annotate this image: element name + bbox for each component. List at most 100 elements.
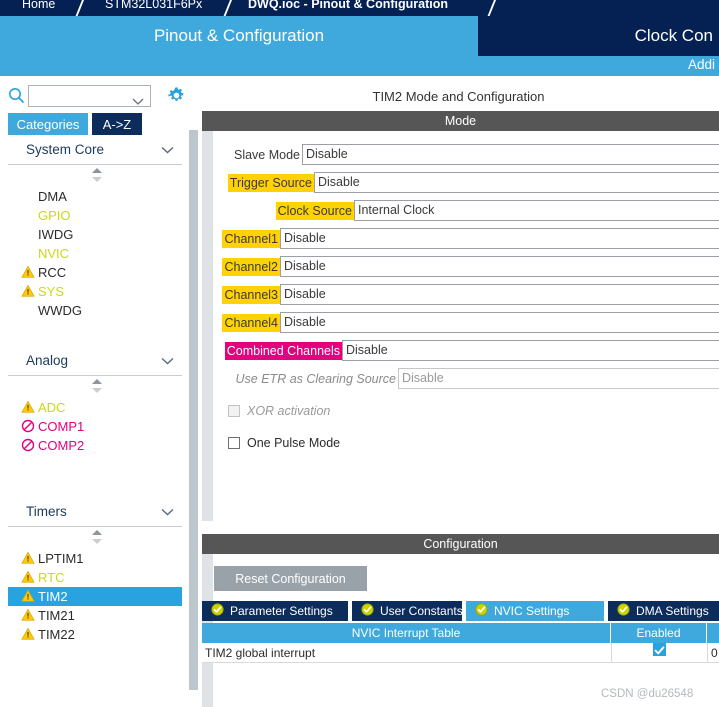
sidebar-item-wwdg[interactable]: WWDG (8, 301, 182, 320)
warning-icon (21, 551, 35, 565)
field-value-channel2[interactable]: Disable (280, 256, 719, 277)
field-value-slave-mode[interactable]: Disable (302, 144, 719, 165)
table-row[interactable]: TIM2 global interrupt (202, 643, 611, 663)
tab-additional-software[interactable]: Addi (687, 57, 715, 72)
field-value-combined-channels[interactable]: Disable (342, 340, 719, 361)
tab-categories[interactable]: Categories (8, 113, 88, 135)
sidebar-item-adc[interactable]: ADC (8, 398, 182, 417)
table-header-cell: Enabled (611, 623, 707, 643)
field-label-channel3: Channel3 (222, 286, 280, 304)
field-label-use-etr-as-clearing-source: Use ETR as Clearing Source (235, 372, 396, 386)
sidebar-item-tim21[interactable]: TIM21 (8, 606, 182, 625)
warning-icon (21, 627, 35, 641)
chevron-down-icon[interactable] (132, 92, 144, 112)
sidebar-item-label: ADC (38, 400, 66, 415)
breadcrumb-item-device[interactable]: STM32L031F6Px (105, 0, 203, 11)
field-label-slave-mode: Slave Mode (233, 148, 300, 162)
checkbox-row[interactable]: One Pulse Mode (228, 434, 340, 452)
table-cell-enabled[interactable] (611, 643, 707, 663)
sidebar-item-label: DMA (38, 189, 67, 204)
reset-configuration-button[interactable]: Reset Configuration (214, 566, 367, 591)
mode-and-configuration-panel: TIM2 Mode and Configuration Mode Slave M… (198, 86, 719, 707)
configuration-section-header: Configuration (202, 534, 719, 554)
sidebar-group-spacer (8, 455, 182, 497)
sidebar-item-label: LPTIM1 (38, 551, 84, 566)
breadcrumb-separator (486, 0, 500, 16)
checkbox-row: XOR activation (228, 402, 330, 420)
sidebar-group-spinner[interactable] (8, 165, 182, 187)
sidebar-item-tim22[interactable]: TIM22 (8, 625, 182, 644)
breadcrumb-item-home[interactable]: Home (22, 0, 56, 11)
sidebar-item-label: GPIO (38, 208, 71, 223)
checkbox-interrupt-enabled[interactable] (653, 643, 666, 656)
sidebar-item-tim2[interactable]: TIM2 (8, 587, 182, 606)
component-category-list[interactable]: System Core DMA GPIO IWDG NVIC RCC SYS WWDG Anal… (8, 135, 182, 705)
tab-nvic-settings[interactable]: NVIC Settings (466, 601, 604, 621)
breadcrumb-item-current: DWQ.ioc - Pinout & Configuration (248, 0, 448, 11)
form-row: Slave Mode Disable (198, 144, 719, 166)
sidebar-item-nvic[interactable]: NVIC (8, 244, 182, 263)
form-row: Channel1 Disable (198, 228, 719, 250)
sidebar-item-label: WWDG (38, 303, 83, 318)
sidebar-group-spinner[interactable] (8, 527, 182, 549)
warning-icon (21, 589, 35, 603)
chevron-down-icon[interactable] (161, 142, 174, 157)
field-value-clock-source[interactable]: Internal Clock (354, 200, 719, 221)
sidebar-item-iwdg[interactable]: IWDG (8, 225, 182, 244)
tab-pinout-configuration[interactable]: Pinout & Configuration (0, 16, 478, 56)
table-cell-preemption-priority[interactable]: 0 (707, 643, 719, 663)
sidebar-group-system-core: System Core DMA GPIO IWDG NVIC RCC SYS WWDG (8, 135, 182, 346)
spinner-updown-icon[interactable] (90, 529, 104, 545)
checkbox-label: XOR activation (247, 404, 331, 418)
field-value-channel4[interactable]: Disable (280, 312, 719, 333)
sidebar-item-rtc[interactable]: RTC (8, 568, 182, 587)
field-value-use-etr-as-clearing-source: Disable (398, 368, 719, 389)
sidebar-item-comp1[interactable]: COMP1 (8, 417, 182, 436)
sidebar-item-comp2[interactable]: COMP2 (8, 436, 182, 455)
sub-tabstrip: Addi (0, 56, 719, 76)
sidebar-group-header-system-core[interactable]: System Core (8, 135, 182, 165)
sidebar-group-header-analog[interactable]: Analog (8, 346, 182, 376)
sidebar-group-spacer (8, 320, 182, 346)
sidebar-item-sys[interactable]: SYS (8, 282, 182, 301)
not-available-icon (21, 419, 35, 433)
sidebar-item-lptim1[interactable]: LPTIM1 (8, 549, 182, 568)
field-value-channel1[interactable]: Disable (280, 228, 719, 249)
tab-a-to-z[interactable]: A->Z (92, 113, 142, 135)
warning-icon (21, 400, 35, 414)
sidebar-item-label: SYS (38, 284, 65, 299)
page-title: TIM2 Mode and Configuration (372, 89, 545, 104)
gear-icon[interactable] (167, 86, 186, 110)
sidebar-scrollbar[interactable] (189, 130, 198, 690)
sidebar-item-label: COMP2 (38, 438, 85, 453)
tab-user-constants[interactable]: User Constants (352, 601, 462, 621)
field-value-channel3[interactable]: Disable (280, 284, 719, 305)
mode-section-header: Mode (202, 111, 719, 131)
sidebar-group-spinner[interactable] (8, 376, 182, 398)
check-circle-icon (617, 603, 630, 619)
spinner-updown-icon[interactable] (90, 167, 104, 183)
spinner-updown-icon[interactable] (90, 378, 104, 394)
breadcrumb-separator (222, 0, 236, 16)
warning-icon (21, 608, 35, 622)
chevron-down-icon[interactable] (161, 504, 174, 519)
form-row: Channel4 Disable (198, 312, 719, 334)
sidebar-item-rcc[interactable]: RCC (8, 263, 182, 282)
tab-label: DMA Settings (636, 604, 709, 618)
sidebar-group-label: Analog (26, 353, 69, 368)
tab-clock-configuration[interactable]: Clock Con (478, 16, 719, 56)
chevron-down-icon[interactable] (161, 353, 174, 368)
search-icon[interactable] (8, 87, 25, 109)
tab-clock-configuration-label: Clock Con (634, 26, 713, 45)
tab-dma-settings[interactable]: DMA Settings (608, 601, 719, 621)
sidebar-item-label: NVIC (38, 246, 70, 261)
sidebar-item-dma[interactable]: DMA (8, 187, 182, 206)
warning-icon (21, 265, 35, 279)
search-input[interactable] (28, 85, 151, 107)
tab-parameter-settings[interactable]: Parameter Settings (202, 601, 348, 621)
checkbox-label: One Pulse Mode (247, 436, 341, 450)
checkbox-one-pulse-mode[interactable] (228, 437, 240, 449)
field-value-trigger-source[interactable]: Disable (314, 172, 719, 193)
sidebar-group-header-timers[interactable]: Timers (8, 497, 182, 527)
sidebar-item-gpio[interactable]: GPIO (8, 206, 182, 225)
